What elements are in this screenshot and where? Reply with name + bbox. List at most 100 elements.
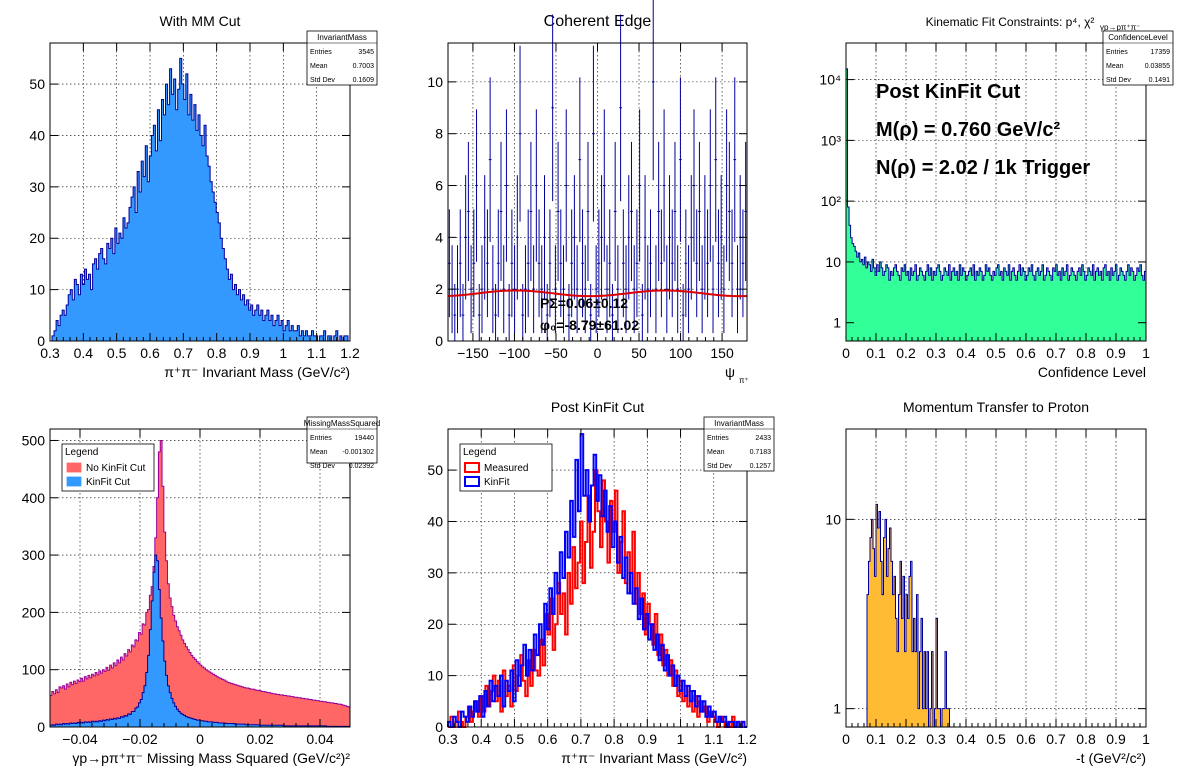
stats-title: MissingMassSquared [304, 419, 380, 428]
hist-outline-kinfit [447, 433, 747, 728]
hist-fill-no-kinfit-cut [50, 440, 350, 727]
hist-outline-p3 [845, 68, 1147, 341]
x-axis-label: π⁺π⁻ Invariant Mass (GeV/c²) [561, 750, 747, 766]
x-tick-label: 0 [196, 731, 204, 747]
stats-value: 0.1609 [353, 77, 375, 84]
stats-key: Mean [1106, 63, 1124, 70]
plot-annotation: N(ρ) = 2.02 / 1k Trigger [876, 157, 1090, 179]
x-tick-label: 0.1 [866, 345, 886, 361]
hist-outline-no-kinfit-cut [49, 439, 351, 727]
stats-key: Std Dev [310, 463, 335, 470]
x-tick-label: 0.5 [107, 345, 127, 361]
stats-value: 2433 [755, 435, 771, 442]
chart-title: Kinematic Fit Constraints: p⁴, χ² [926, 15, 1095, 29]
stats-key: Entries [1106, 49, 1128, 56]
stats-box [703, 416, 775, 472]
stats-value: 0.03855 [1145, 63, 1170, 70]
stats-value: -0.001302 [342, 449, 374, 456]
chart-title: Momentum Transfer to Proton [903, 399, 1089, 415]
legend-title: Legend [65, 447, 98, 458]
stats-key: Mean [310, 449, 328, 456]
x-tick-label: −150 [457, 345, 489, 361]
x-tick-label: 0 [842, 345, 850, 361]
stats-value: 0.7003 [353, 63, 375, 70]
x-tick-label: 0.4 [956, 345, 976, 361]
x-tick-label: 0.04 [306, 731, 333, 747]
x-tick-label: 0.8 [1076, 345, 1096, 361]
stats-key: Std Dev [1106, 77, 1131, 84]
x-tick-label: 1.1 [307, 345, 327, 361]
x-tick-label: 0.7 [174, 345, 194, 361]
x-tick-label: 0.3 [438, 731, 458, 747]
x-tick-label: 100 [669, 345, 693, 361]
x-tick-label: −100 [499, 345, 531, 361]
plot-annotation: M(ρ) = 0.760 GeV/c² [876, 119, 1060, 141]
x-tick-label: 0.3 [926, 731, 946, 747]
y-tick-label: 10⁴ [819, 72, 841, 88]
x-tick-label: 1.2 [737, 731, 757, 747]
x-tick-label: 1 [279, 345, 287, 361]
x-tick-label: −0.02 [122, 731, 158, 747]
x-tick-label: 0.7 [1046, 345, 1066, 361]
stats-value: 17359 [1151, 49, 1171, 56]
stats-key: Std Dev [310, 77, 335, 84]
stats-key: Std Dev [707, 463, 732, 470]
y-tick-label: 10 [427, 668, 443, 684]
x-tick-label: 0 [842, 731, 850, 747]
x-tick-label: 1 [1142, 731, 1150, 747]
x-tick-label: 0.9 [1106, 345, 1126, 361]
legend-swatch [464, 462, 480, 473]
y-tick-label: 200 [22, 604, 46, 620]
x-tick-label: 0.8 [1076, 731, 1096, 747]
legend-swatch [66, 476, 82, 487]
x-axis-label: -t (GeV²/c²) [1076, 750, 1146, 766]
stats-value: 3545 [358, 49, 374, 56]
stats-key: Mean [707, 449, 725, 456]
chart-title: With MM Cut [160, 13, 241, 29]
y-tick-label: 10 [427, 74, 443, 90]
y-tick-label: 6 [435, 178, 443, 194]
x-tick-label: 0.6 [1016, 731, 1036, 747]
y-tick-label: 100 [22, 662, 46, 678]
y-tick-label: 10² [821, 193, 842, 209]
y-tick-label: 10 [825, 254, 841, 270]
x-tick-label: 0.8 [207, 345, 227, 361]
y-tick-label: 30 [29, 179, 45, 195]
chart-p5: Post KinFit Cut 0.3 0.4 0.5 0.6 0.7 0.8 0.9 1 1.1… [427, 399, 775, 766]
plot-frame [49, 42, 351, 342]
x-tick-label: 0.4 [471, 731, 491, 747]
x-tick-label: 0.4 [956, 731, 976, 747]
y-tick-label: 30 [427, 565, 443, 581]
x-tick-label: 50 [631, 345, 647, 361]
y-tick-label: 20 [427, 616, 443, 632]
stats-box [306, 30, 378, 86]
stats-value: 0.7183 [750, 449, 772, 456]
hist-outline-p6 [866, 503, 951, 728]
x-tick-label: 0.8 [604, 731, 624, 747]
chart-title: Post KinFit Cut [551, 399, 644, 415]
x-tick-label: −50 [544, 345, 568, 361]
y-tick-label: 50 [29, 76, 45, 92]
stats-box [306, 416, 378, 464]
x-tick-label: 0.3 [926, 345, 946, 361]
hist-fill-p3 [846, 68, 1146, 341]
stats-title: InvariantMass [317, 33, 367, 42]
x-tick-label: 0.2 [896, 731, 916, 747]
x-tick-label: 0.6 [538, 731, 558, 747]
chart-p1: With MM Cut 0.3 0.4 0.5 0.6 0.7 0.8 0.9 1 1.1 1.2 0… [29, 13, 378, 380]
chart-p2: Coherent Edge −150 −100 −50 0 50 100 150 0 2 4 6 8 10… [427, 0, 749, 385]
legend-swatch [66, 462, 82, 473]
y-tick-label: 20 [29, 230, 45, 246]
stats-value: 0.1491 [1149, 77, 1171, 84]
stats-value: 0.1257 [750, 463, 772, 470]
y-tick-label: 4 [435, 229, 443, 245]
legend-label: KinFit [484, 477, 510, 488]
x-tick-label: 0.1 [866, 731, 886, 747]
fit-annotation: φ₀=-8.79±61.02 [540, 317, 639, 333]
x-tick-label: 0.5 [986, 731, 1006, 747]
hist-outline-p1 [50, 57, 350, 342]
hist-fill-p1 [50, 58, 350, 342]
x-tick-label: 0.7 [1046, 731, 1066, 747]
y-tick-label: 40 [29, 127, 45, 143]
x-tick-label: 1.2 [340, 345, 360, 361]
